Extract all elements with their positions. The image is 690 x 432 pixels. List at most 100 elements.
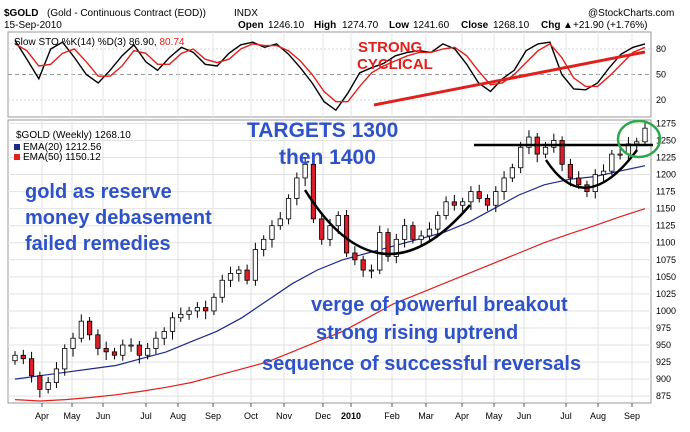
candle-body bbox=[111, 351, 118, 356]
candle-body bbox=[600, 170, 607, 175]
candle-body bbox=[310, 163, 317, 220]
chart-date: 15-Sep-2010 bbox=[4, 20, 62, 31]
price-tick-label: 1250 bbox=[656, 135, 676, 145]
candle-body bbox=[37, 375, 43, 390]
left-annotation-2: money debasement bbox=[25, 207, 212, 229]
candle-body bbox=[327, 225, 333, 240]
candle-body bbox=[592, 174, 598, 193]
x-tick-label: Mar bbox=[418, 411, 434, 421]
price-legend-ema20: EMA(20) 1212.56 bbox=[23, 142, 102, 153]
chg-arrow-icon: ▲ bbox=[563, 20, 573, 31]
candle-body bbox=[269, 225, 275, 240]
ema-lines bbox=[14, 165, 646, 402]
open-label: Open bbox=[238, 20, 264, 31]
x-tick-label: Apr bbox=[455, 411, 469, 421]
price-tick-label: 1075 bbox=[656, 255, 676, 265]
stochastic-tick-label: 20 bbox=[656, 95, 666, 105]
price-tick-label: 1000 bbox=[656, 306, 676, 316]
candle-body bbox=[484, 198, 491, 206]
candle-body bbox=[493, 191, 499, 206]
candle-body bbox=[244, 269, 250, 281]
targets-line-2: then 1400 bbox=[279, 146, 376, 169]
x-tick-label: Aug bbox=[170, 411, 186, 421]
candle-body bbox=[294, 177, 300, 199]
candle-body bbox=[443, 201, 449, 216]
stochastic-grid bbox=[8, 32, 651, 117]
x-tick-label: 2010 bbox=[341, 411, 361, 421]
candle-body bbox=[87, 320, 93, 336]
stochastic-legend-k: 86.90, bbox=[129, 37, 157, 48]
candle-body bbox=[418, 235, 424, 240]
candle-body bbox=[634, 141, 640, 145]
stochastic-k-line bbox=[14, 40, 646, 112]
candle-body bbox=[186, 310, 192, 315]
candle-body bbox=[302, 163, 308, 179]
candle-body bbox=[567, 163, 573, 179]
cup-arc-2 bbox=[544, 149, 639, 189]
stochastic-legend-d: 80.74 bbox=[159, 37, 184, 48]
cyclical-label: CYCLICAL bbox=[357, 56, 433, 73]
candle-body bbox=[509, 167, 515, 179]
chart-symbol: $GOLD bbox=[4, 8, 38, 19]
bottom-annotation-3: sequence of successful reversals bbox=[262, 353, 581, 375]
price-tick-label: 1225 bbox=[656, 153, 676, 163]
candle-body bbox=[227, 273, 234, 281]
candle-body bbox=[161, 330, 167, 339]
candle-body bbox=[451, 201, 457, 206]
ema20-legend-swatch bbox=[14, 144, 20, 150]
candle-body bbox=[426, 228, 433, 237]
x-tick-label: Feb bbox=[384, 411, 400, 421]
candle-body bbox=[360, 259, 366, 271]
candle-body bbox=[518, 146, 524, 169]
chg-label: Chg bbox=[541, 20, 560, 31]
x-tick-label: Jul bbox=[140, 411, 152, 421]
x-tick-label: Sep bbox=[205, 411, 221, 421]
candle-body bbox=[62, 348, 68, 370]
candle-body bbox=[476, 191, 482, 199]
x-tick-label: Sep bbox=[624, 411, 640, 421]
stochastic-panel: 80 50 20 Slow STO %K(14) %D(3) 86.90, 80.7… bbox=[7, 31, 666, 118]
high-value: 1274.70 bbox=[342, 20, 379, 31]
ema20-line bbox=[14, 165, 646, 380]
watermark: @StockCharts.com bbox=[588, 8, 674, 19]
candle-body bbox=[70, 337, 76, 349]
price-tick-label: 1275 bbox=[656, 118, 676, 128]
low-label: Low bbox=[389, 20, 409, 31]
candle-body bbox=[194, 307, 200, 312]
chg-value: +21.90 (+1.76%) bbox=[573, 20, 648, 31]
price-tick-label: 1200 bbox=[656, 170, 676, 180]
candle-body bbox=[261, 238, 267, 250]
stochastic-legend-prefix: Slow STO %K(14) %D(3) bbox=[14, 37, 126, 48]
price-legend-main: $GOLD (Weekly) 1268.10 bbox=[16, 130, 131, 141]
candle-body bbox=[609, 153, 615, 172]
low-value: 1241.60 bbox=[413, 20, 450, 31]
x-tick-label: May bbox=[485, 411, 503, 421]
candle-body bbox=[136, 344, 142, 356]
candle-body bbox=[145, 348, 151, 356]
candle-body bbox=[335, 215, 341, 227]
cup-arc-1 bbox=[303, 189, 471, 256]
chart-name: (Gold - Continuous Contract (EOD)) bbox=[47, 8, 206, 19]
stochastic-y-axis: 80 50 20 bbox=[656, 44, 666, 105]
bottom-annotation-1: verge of powerful breakout bbox=[311, 294, 568, 316]
candle-body bbox=[45, 382, 51, 390]
price-tick-label: 900 bbox=[656, 374, 671, 384]
candle-body bbox=[95, 334, 101, 349]
candle-body bbox=[211, 296, 217, 312]
candle-body bbox=[468, 191, 474, 203]
price-tick-label: 1100 bbox=[656, 238, 675, 248]
candlesticks bbox=[12, 122, 648, 398]
open-value: 1246.10 bbox=[268, 20, 305, 31]
candle-body bbox=[501, 177, 507, 193]
x-tick-label: Aug bbox=[590, 411, 606, 421]
candle-body bbox=[576, 177, 582, 186]
candle-body bbox=[559, 140, 565, 165]
candle-body bbox=[236, 269, 242, 274]
candle-body bbox=[20, 354, 26, 360]
ema50-legend-swatch bbox=[14, 154, 20, 160]
price-legend-ema50: EMA(50) 1150.12 bbox=[23, 152, 101, 163]
x-tick-label: Nov bbox=[276, 411, 293, 421]
candle-body bbox=[385, 232, 391, 257]
left-annotation-3: failed remedies bbox=[25, 233, 171, 255]
